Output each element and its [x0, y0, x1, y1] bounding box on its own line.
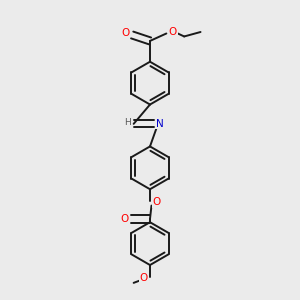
Text: O: O	[122, 28, 130, 38]
Text: O: O	[120, 214, 128, 224]
Text: H: H	[124, 118, 130, 127]
Text: O: O	[152, 197, 161, 207]
Text: O: O	[139, 273, 148, 283]
Text: O: O	[169, 27, 177, 37]
Text: N: N	[156, 119, 164, 129]
